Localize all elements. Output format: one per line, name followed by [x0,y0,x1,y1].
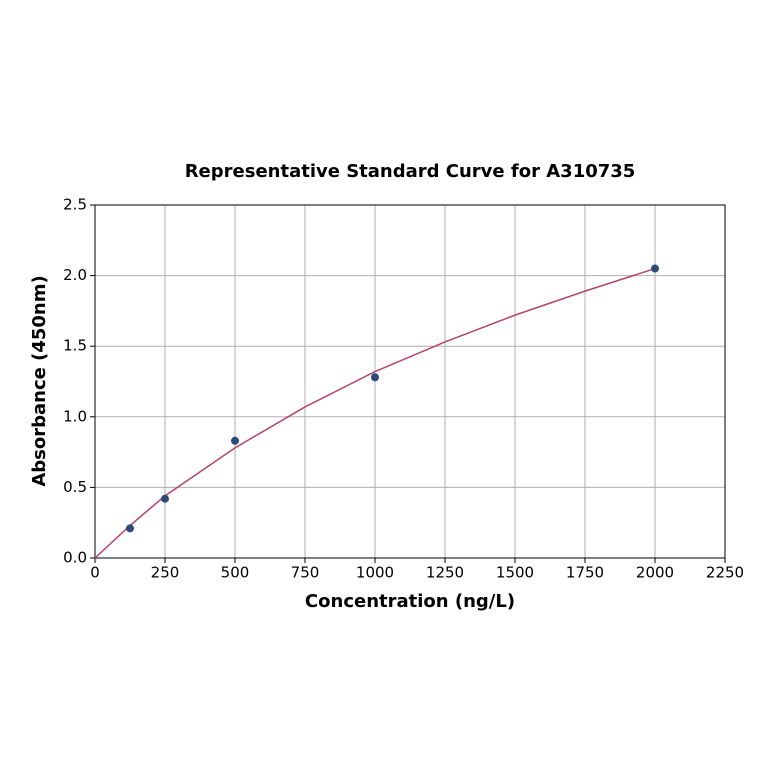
data-point [126,524,134,533]
y-tick-label: 2.0 [63,266,87,284]
x-tick-label: 0 [90,564,100,582]
x-tick-label: 750 [291,564,320,582]
data-point [651,264,659,273]
y-tick-label: 0.5 [63,478,87,496]
x-tick-label: 1500 [496,564,534,582]
y-tick-label: 2.5 [63,196,87,214]
x-tick-label: 250 [151,564,180,582]
chart-title: Representative Standard Curve for A31073… [185,161,636,182]
data-point [161,494,169,503]
x-tick-label: 500 [221,564,250,582]
x-tick-label: 2250 [706,564,744,582]
data-point [231,436,239,445]
y-axis-label: Absorbance (450nm) [29,275,50,486]
y-tick-label: 1.5 [63,337,87,355]
x-tick-label: 1000 [356,564,394,582]
x-tick-label: 1250 [426,564,464,582]
plot-frame [94,204,726,559]
x-axis-label: Concentration (ng/L) [305,591,515,612]
y-tick-label: 1.0 [63,407,87,425]
y-tick-label: 0.0 [63,549,87,567]
fit-curve [94,267,656,559]
x-tick-label: 2000 [636,564,674,582]
x-tick-label: 1750 [566,564,604,582]
data-point [371,373,379,382]
